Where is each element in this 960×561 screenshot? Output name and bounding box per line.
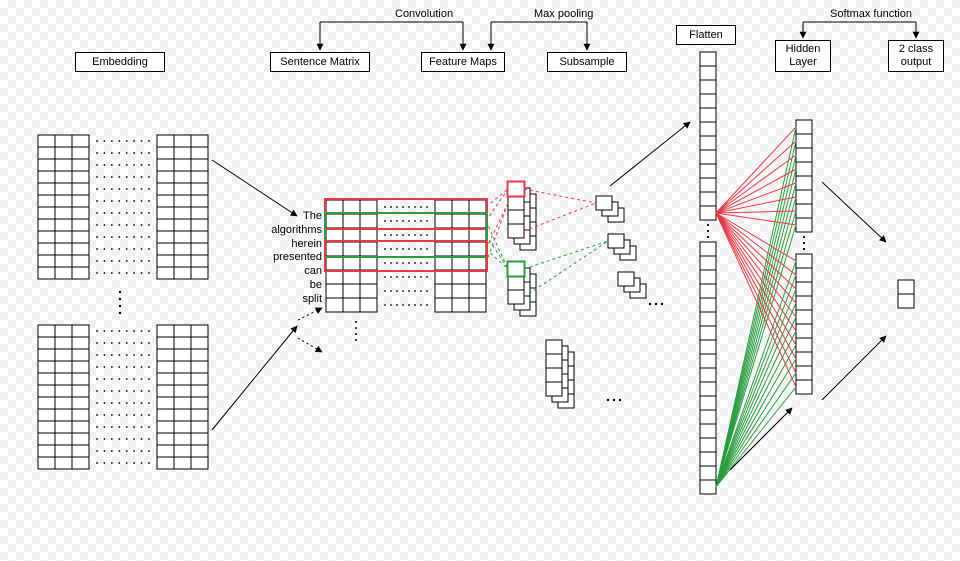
header-connectors bbox=[320, 22, 916, 50]
hidden-vector bbox=[796, 120, 812, 394]
subsample-stacks bbox=[596, 196, 663, 305]
output-vector bbox=[898, 280, 914, 308]
flow-arrows bbox=[212, 122, 886, 470]
sentence-matrix bbox=[298, 199, 487, 352]
diagram-canvas bbox=[0, 0, 960, 561]
conv-dashed-lines bbox=[486, 189, 608, 297]
flatten-vector bbox=[700, 52, 716, 494]
dense-connection-lines bbox=[716, 127, 796, 487]
embedding-grids bbox=[38, 135, 208, 469]
